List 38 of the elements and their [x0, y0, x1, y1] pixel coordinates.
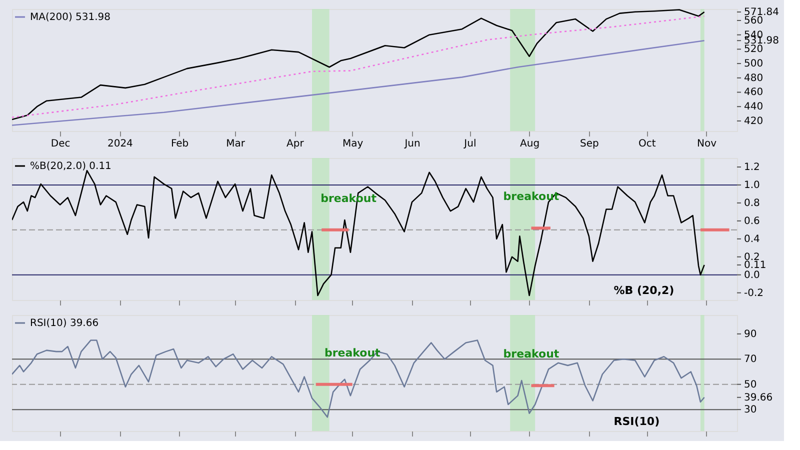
x-tick-label: Mar — [226, 138, 246, 150]
y-tick-label: 500 — [744, 58, 764, 70]
legend-label: RSI(10) 39.66 — [30, 318, 99, 329]
annotation: RSI(10) — [614, 415, 660, 428]
y-tick-label: 70 — [744, 354, 757, 366]
x-tick-label: Feb — [170, 138, 189, 150]
x-tick-label: Aug — [520, 138, 540, 150]
x-tick-label: Jul — [463, 138, 476, 150]
y-tick-label: 1.2 — [744, 162, 760, 173]
legend-label: %B(20,2.0) 0.11 — [30, 161, 112, 172]
x-tick-label: Dec — [50, 138, 70, 150]
x-tick-label: Nov — [696, 138, 717, 150]
y-tick-label: -0.2 — [744, 288, 764, 299]
y-tick-label: 90 — [744, 328, 757, 340]
y-tick-label: 440 — [744, 102, 764, 113]
x-tick-label: May — [342, 138, 364, 150]
y-tick-label: 30 — [744, 404, 757, 416]
annotation: breakout — [503, 348, 560, 361]
x-tick-label: Sep — [580, 138, 599, 150]
x-tick-label: Oct — [638, 138, 656, 150]
annotation: %B (20,2) — [614, 284, 674, 297]
y-tick-label: 480 — [744, 72, 764, 84]
y-tick-label: 0.11 — [744, 260, 766, 271]
y-tick-label: 0.4 — [744, 234, 760, 245]
x-tick-label: Jun — [404, 138, 420, 150]
y-tick-label: 0.0 — [744, 270, 760, 281]
y-tick-label: 50 — [744, 379, 757, 390]
y-tick-label: 520 — [744, 44, 764, 56]
y-tick-label: 460 — [744, 87, 764, 98]
y-tick-label: 39.66 — [744, 392, 773, 404]
x-tick-label: 2024 — [107, 138, 133, 150]
y-tick-label: 560 — [744, 15, 764, 26]
y-tick-label: 0.8 — [744, 198, 760, 209]
y-tick-label: 1.0 — [744, 180, 760, 191]
y-tick-label: 420 — [744, 116, 764, 127]
x-tick-label: Apr — [286, 138, 305, 150]
legend-label: MA(200) 531.98 — [30, 12, 111, 23]
y-tick-label: 0.6 — [744, 216, 760, 227]
